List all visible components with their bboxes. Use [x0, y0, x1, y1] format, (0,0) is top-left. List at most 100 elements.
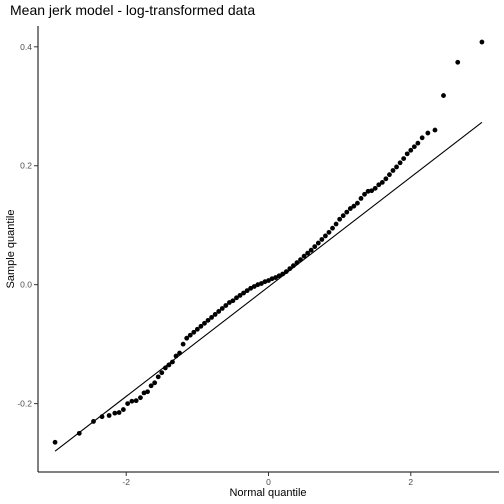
data-point — [212, 312, 218, 317]
data-point — [241, 290, 247, 296]
data-point — [198, 323, 204, 329]
data-point — [290, 263, 296, 269]
data-point — [425, 130, 431, 136]
data-point — [191, 329, 197, 335]
data-point — [116, 410, 122, 415]
data-point — [216, 309, 222, 314]
data-point — [347, 206, 353, 211]
data-point — [230, 298, 236, 304]
y-axis-title: Sample quantile — [5, 210, 17, 289]
data-point — [226, 300, 232, 305]
x-axis-title: Normal quantile — [229, 487, 306, 499]
data-point — [283, 269, 289, 274]
data-point — [112, 410, 118, 416]
data-point — [287, 266, 293, 272]
data-point — [372, 185, 378, 191]
data-point — [404, 151, 410, 157]
chart-title: Mean jerk model - log-transformed data — [10, 2, 255, 18]
x-tick-label: -2 — [122, 477, 130, 487]
data-point — [162, 365, 168, 371]
data-point — [205, 317, 211, 323]
data-point — [248, 285, 254, 291]
data-point — [159, 370, 165, 376]
data-point — [294, 260, 300, 266]
data-point — [106, 413, 112, 418]
data-point — [170, 359, 175, 365]
data-point — [323, 233, 328, 239]
data-point — [411, 144, 417, 150]
data-point — [223, 303, 229, 308]
data-point — [319, 237, 325, 242]
data-points — [52, 39, 485, 445]
data-point — [145, 389, 150, 395]
data-point — [337, 216, 343, 222]
data-point — [312, 244, 318, 250]
data-point — [326, 229, 332, 235]
data-point — [419, 135, 425, 141]
data-point — [376, 182, 382, 188]
data-point — [333, 221, 339, 227]
y-tick-label: 0.0 — [20, 280, 32, 290]
data-point — [301, 253, 307, 259]
data-point — [455, 59, 461, 65]
reference-line — [54, 121, 483, 452]
data-point — [234, 295, 239, 301]
data-point — [441, 93, 446, 98]
data-point — [129, 398, 135, 404]
x-axis-ticks: -2 0 2 — [122, 472, 413, 487]
data-point — [152, 380, 158, 386]
data-point — [390, 168, 396, 173]
data-point — [125, 401, 131, 407]
data-point — [202, 320, 207, 326]
data-point — [266, 278, 271, 283]
data-point — [276, 273, 282, 279]
data-point — [258, 281, 264, 286]
data-point — [401, 156, 407, 162]
data-point — [76, 430, 82, 436]
data-point — [133, 398, 139, 404]
y-tick-label: 0.2 — [20, 161, 32, 171]
data-point — [52, 439, 58, 445]
data-point — [91, 419, 96, 424]
data-point — [138, 395, 143, 401]
x-tick-label: 2 — [408, 477, 413, 487]
y-tick-label: 0.4 — [20, 42, 32, 52]
data-point — [148, 383, 154, 389]
data-point — [415, 140, 421, 146]
data-point — [166, 362, 172, 368]
data-point — [209, 314, 214, 320]
data-point — [397, 160, 403, 166]
data-point — [280, 271, 286, 277]
data-point — [120, 407, 126, 412]
data-point — [315, 240, 321, 246]
data-point — [244, 288, 250, 294]
data-point — [432, 127, 438, 133]
data-point — [308, 247, 314, 253]
data-point — [251, 284, 257, 289]
data-point — [344, 209, 350, 215]
data-point — [330, 225, 335, 231]
data-point — [387, 172, 392, 178]
data-point — [298, 257, 303, 263]
data-point — [155, 374, 161, 380]
data-point — [379, 179, 385, 185]
data-point — [479, 39, 485, 45]
data-point — [194, 326, 200, 332]
data-point — [219, 306, 225, 311]
data-point — [362, 191, 367, 197]
data-point — [351, 203, 357, 209]
data-point — [180, 341, 186, 347]
data-point — [358, 196, 364, 201]
x-tick-label: 0 — [266, 477, 271, 487]
data-point — [99, 414, 105, 420]
data-point — [408, 147, 414, 153]
data-point — [187, 332, 193, 338]
y-axis-ticks: -0.2 0.0 0.2 0.4 — [17, 42, 38, 409]
data-point — [273, 275, 279, 280]
data-point — [173, 353, 179, 359]
data-point — [394, 164, 399, 170]
data-point — [340, 213, 346, 219]
data-point — [177, 350, 182, 356]
data-point — [369, 188, 375, 194]
